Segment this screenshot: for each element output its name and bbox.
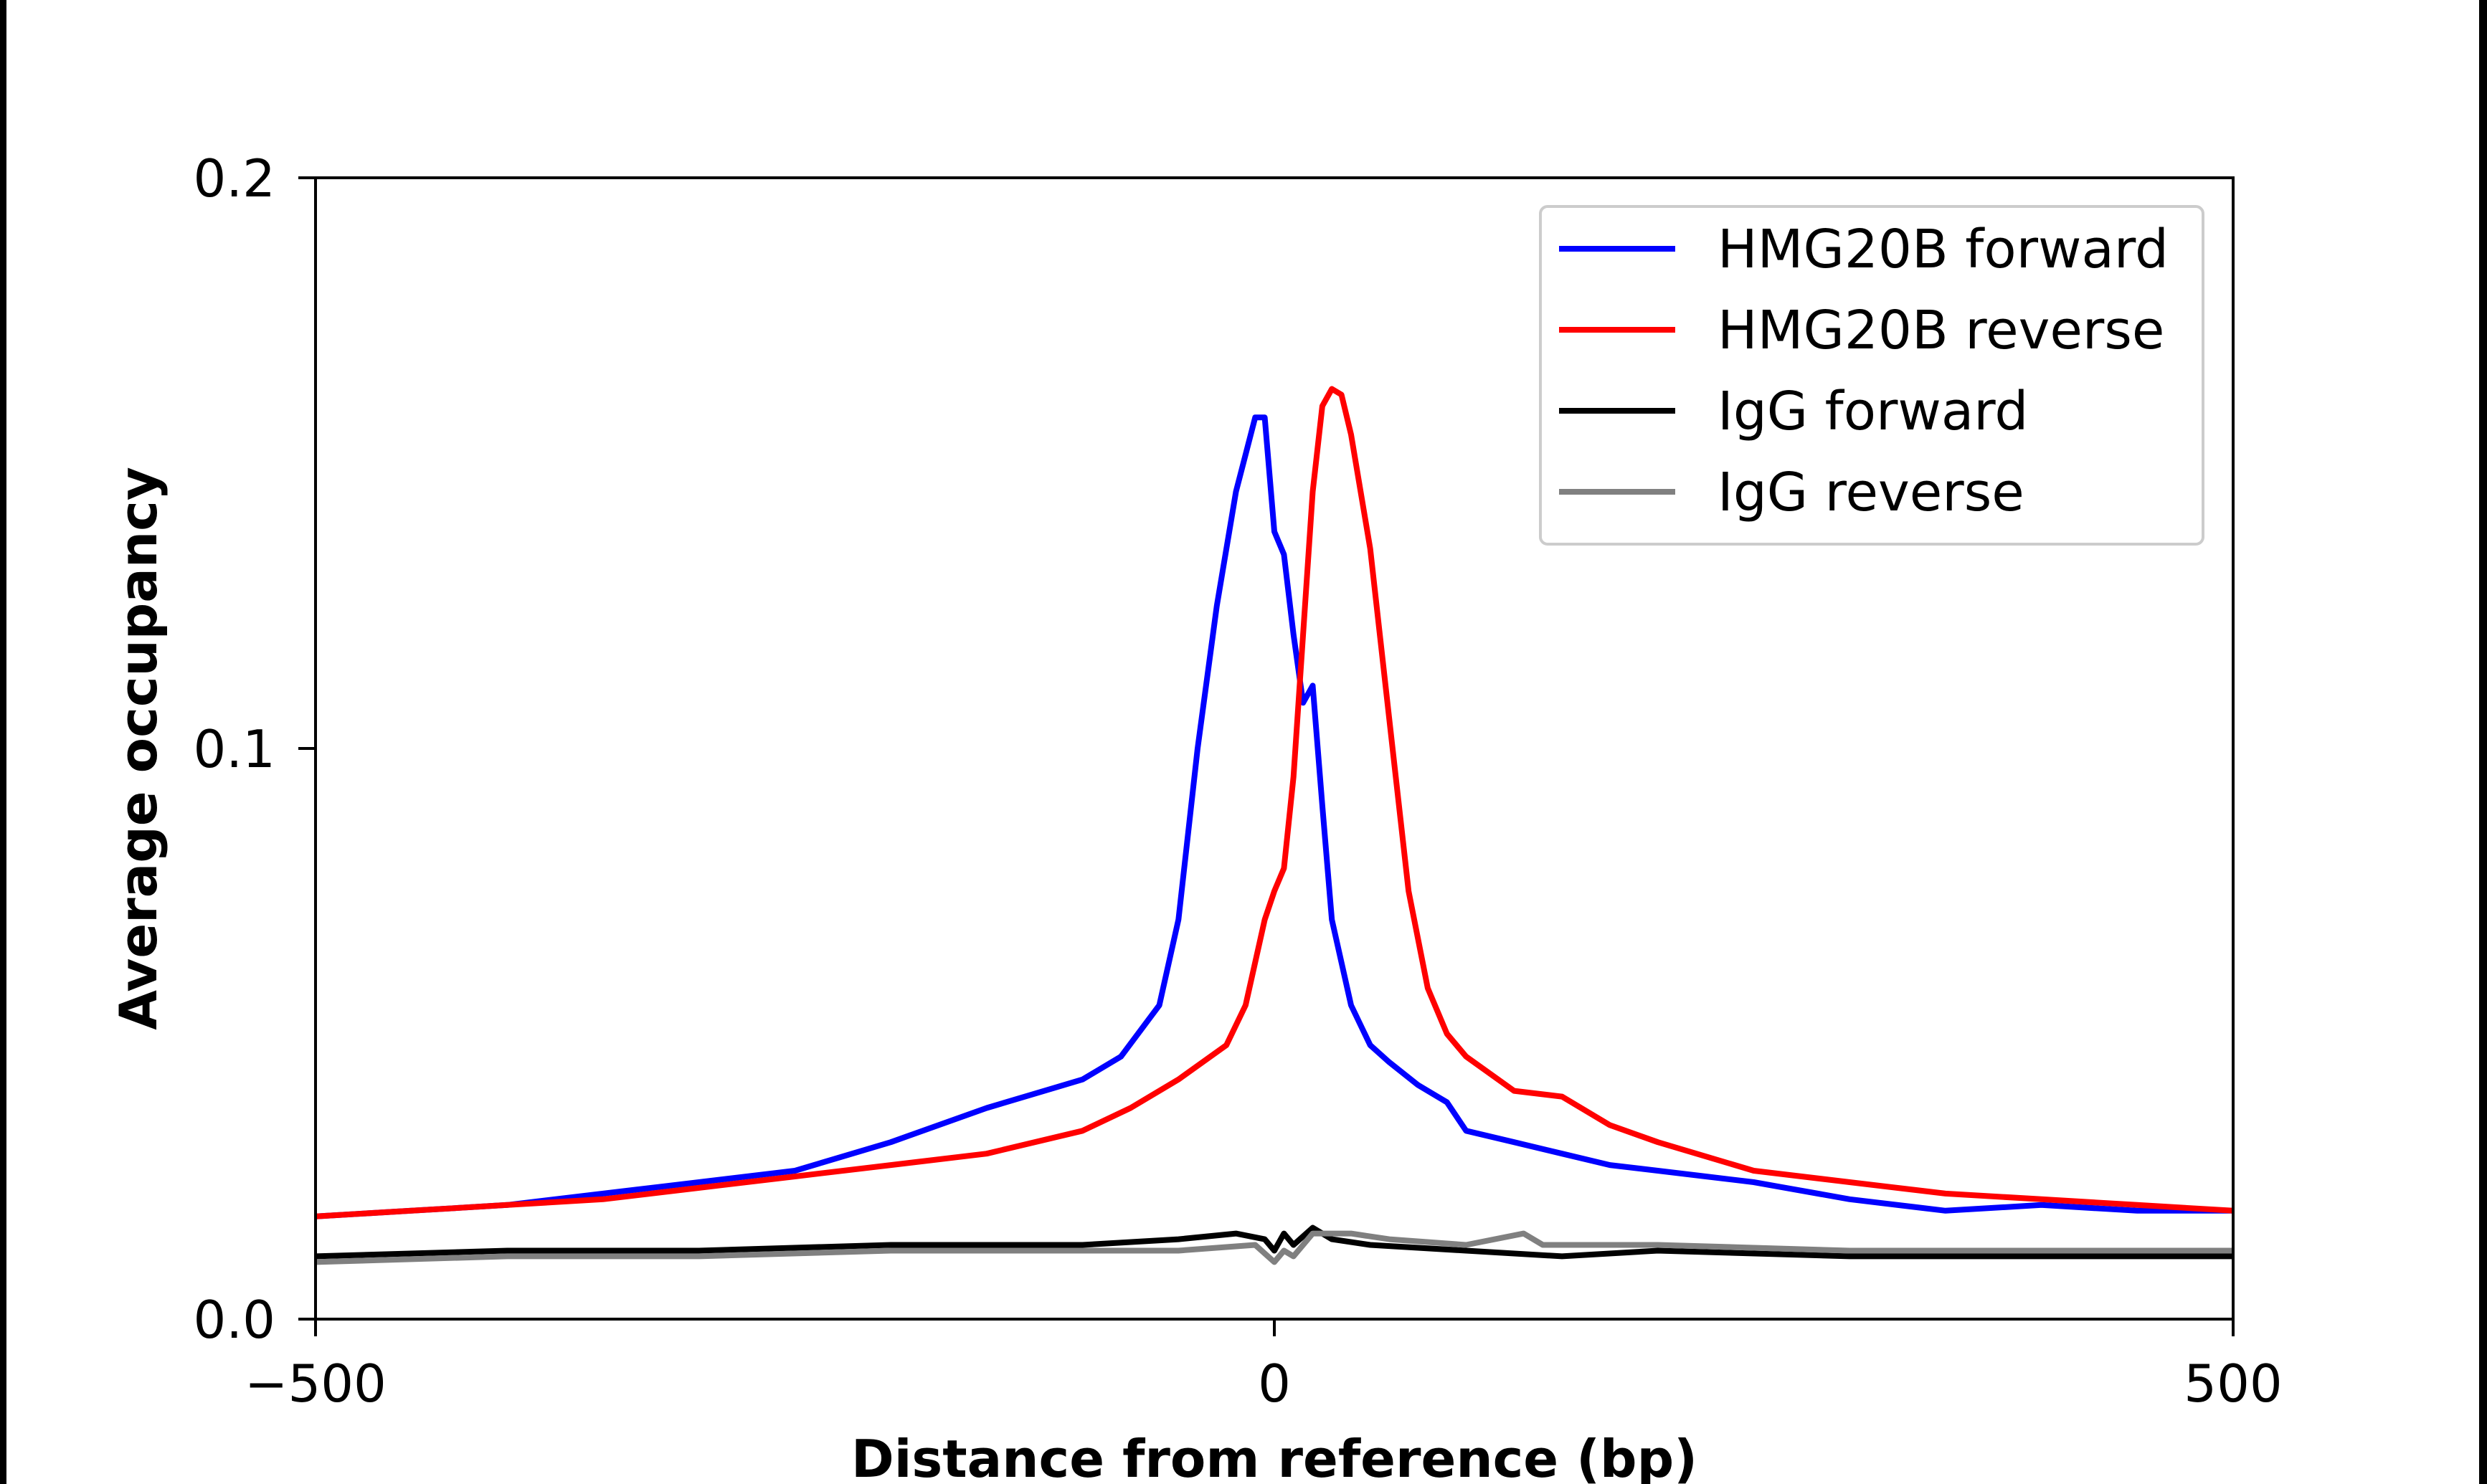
legend-label: IgG reverse bbox=[1718, 462, 2024, 523]
series-line-igg-forward bbox=[315, 1224, 2233, 1260]
legend-label: HMG20B reverse bbox=[1718, 300, 2164, 361]
series-line-igg-reverse bbox=[315, 1230, 2233, 1265]
y-tick-label: 0.0 bbox=[193, 1290, 275, 1350]
y-tick-label: 0.1 bbox=[193, 719, 275, 779]
series-line-hmg20b-forward bbox=[315, 414, 2233, 1219]
x-axis-label: Distance from reference (bp) bbox=[851, 1429, 1697, 1484]
series-layer bbox=[315, 386, 2234, 1265]
legend-label: HMG20B forward bbox=[1718, 219, 2169, 280]
right-border bbox=[2479, 0, 2487, 1484]
y-tick-label: 0.2 bbox=[193, 148, 275, 209]
x-tick-label: −500 bbox=[245, 1354, 387, 1414]
legend-label: IgG forward bbox=[1718, 381, 2028, 442]
left-border bbox=[0, 0, 6, 1484]
series-line-hmg20b-reverse bbox=[315, 386, 2234, 1219]
x-tick-label: 0 bbox=[1258, 1354, 1291, 1414]
x-tick-label: 500 bbox=[2184, 1354, 2282, 1414]
legend-box bbox=[1539, 205, 2204, 546]
y-axis-label: Average occupancy bbox=[108, 467, 169, 1030]
legend: HMG20B forward HMG20B reverse IgG forward I… bbox=[1539, 205, 2204, 546]
ticks: −500 0 500 0.0 0.1 0.2 bbox=[193, 148, 2282, 1414]
